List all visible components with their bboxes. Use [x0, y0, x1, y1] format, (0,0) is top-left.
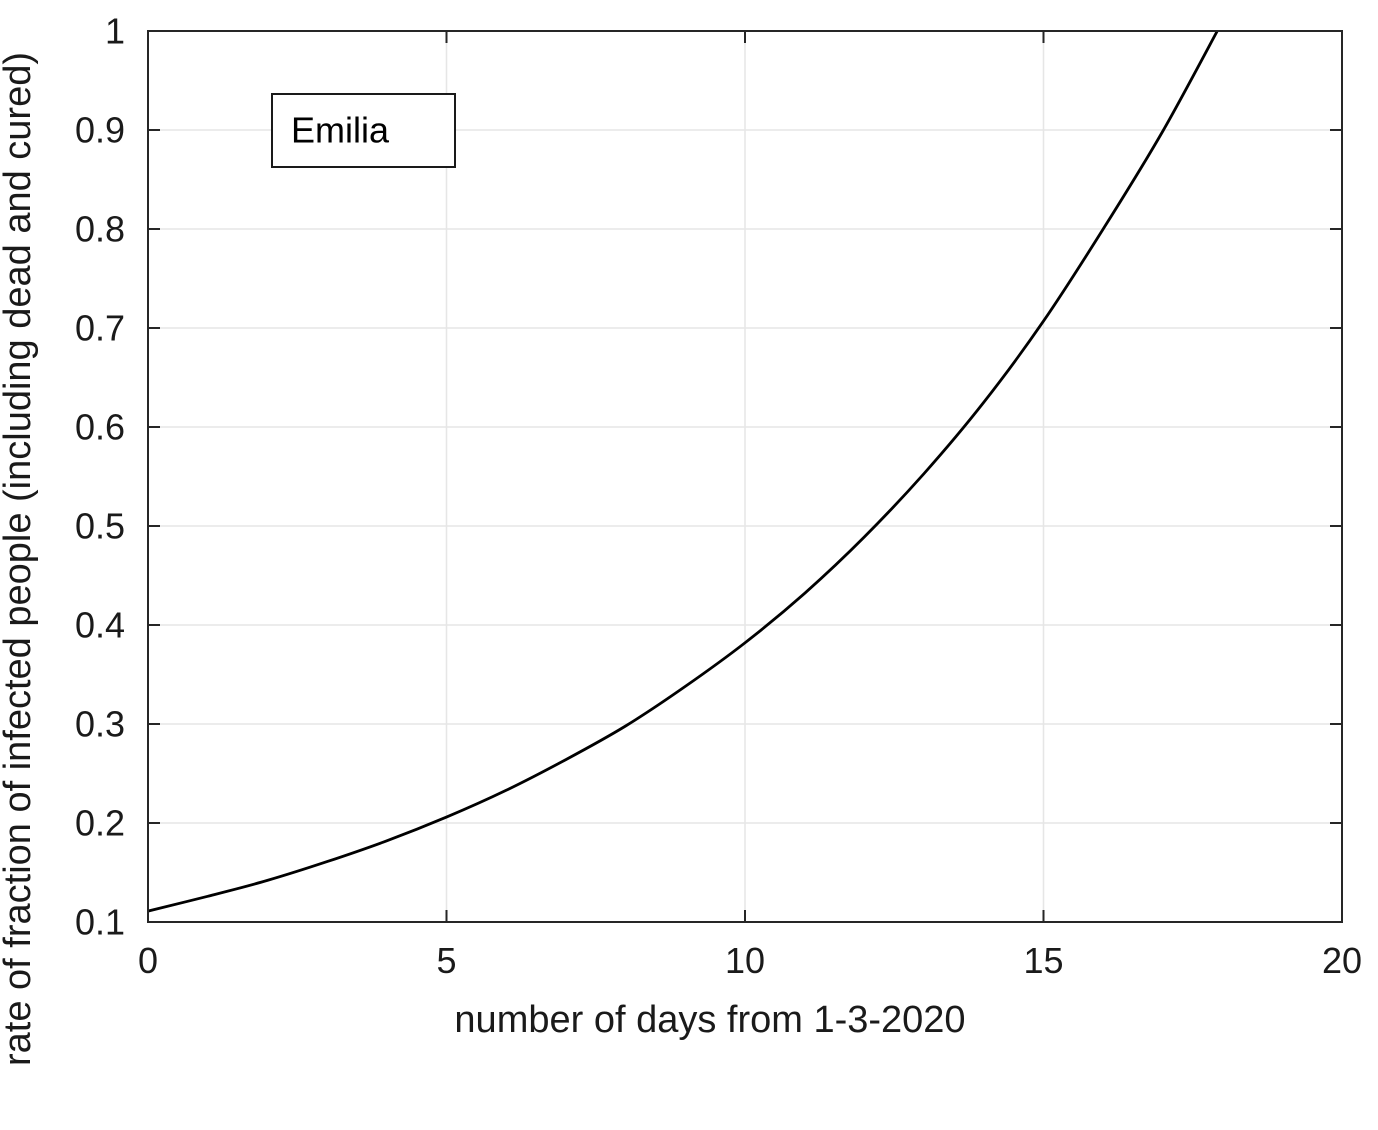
y-tick-label: 1 [105, 11, 125, 52]
y-tick-label: 0.1 [75, 902, 125, 943]
y-tick-label: 0.5 [75, 506, 125, 547]
x-axis-label: number of days from 1-3-2020 [454, 999, 965, 1041]
y-tick-label: 0.6 [75, 407, 125, 448]
y-axis-label: rate of fraction of infected people (inc… [0, 52, 39, 1066]
data-curve [148, 31, 1219, 913]
x-tick-label: 10 [725, 940, 765, 981]
legend-label: Emilia [291, 110, 390, 151]
plot-border [147, 30, 1343, 923]
legend-box [271, 93, 456, 168]
x-tick-label: 0 [138, 940, 158, 981]
x-tick-label: 15 [1023, 940, 1063, 981]
y-tick-label: 0.2 [75, 803, 125, 844]
plot-area: 0 5 10 15 20 0.1 0.2 0.3 0.4 0.5 0.6 0.7 0.8 0.9 1 [75, 11, 1362, 981]
y-tick-label: 0.4 [75, 605, 125, 646]
x-tick-label: 20 [1322, 940, 1362, 981]
y-tick-label: 0.7 [75, 308, 125, 349]
y-tick-label: 0.8 [75, 209, 125, 250]
legend: Emilia [271, 93, 456, 168]
x-tick-label: 5 [436, 940, 456, 981]
y-tick-label: 0.3 [75, 704, 125, 745]
y-tick-label: 0.9 [75, 110, 125, 151]
